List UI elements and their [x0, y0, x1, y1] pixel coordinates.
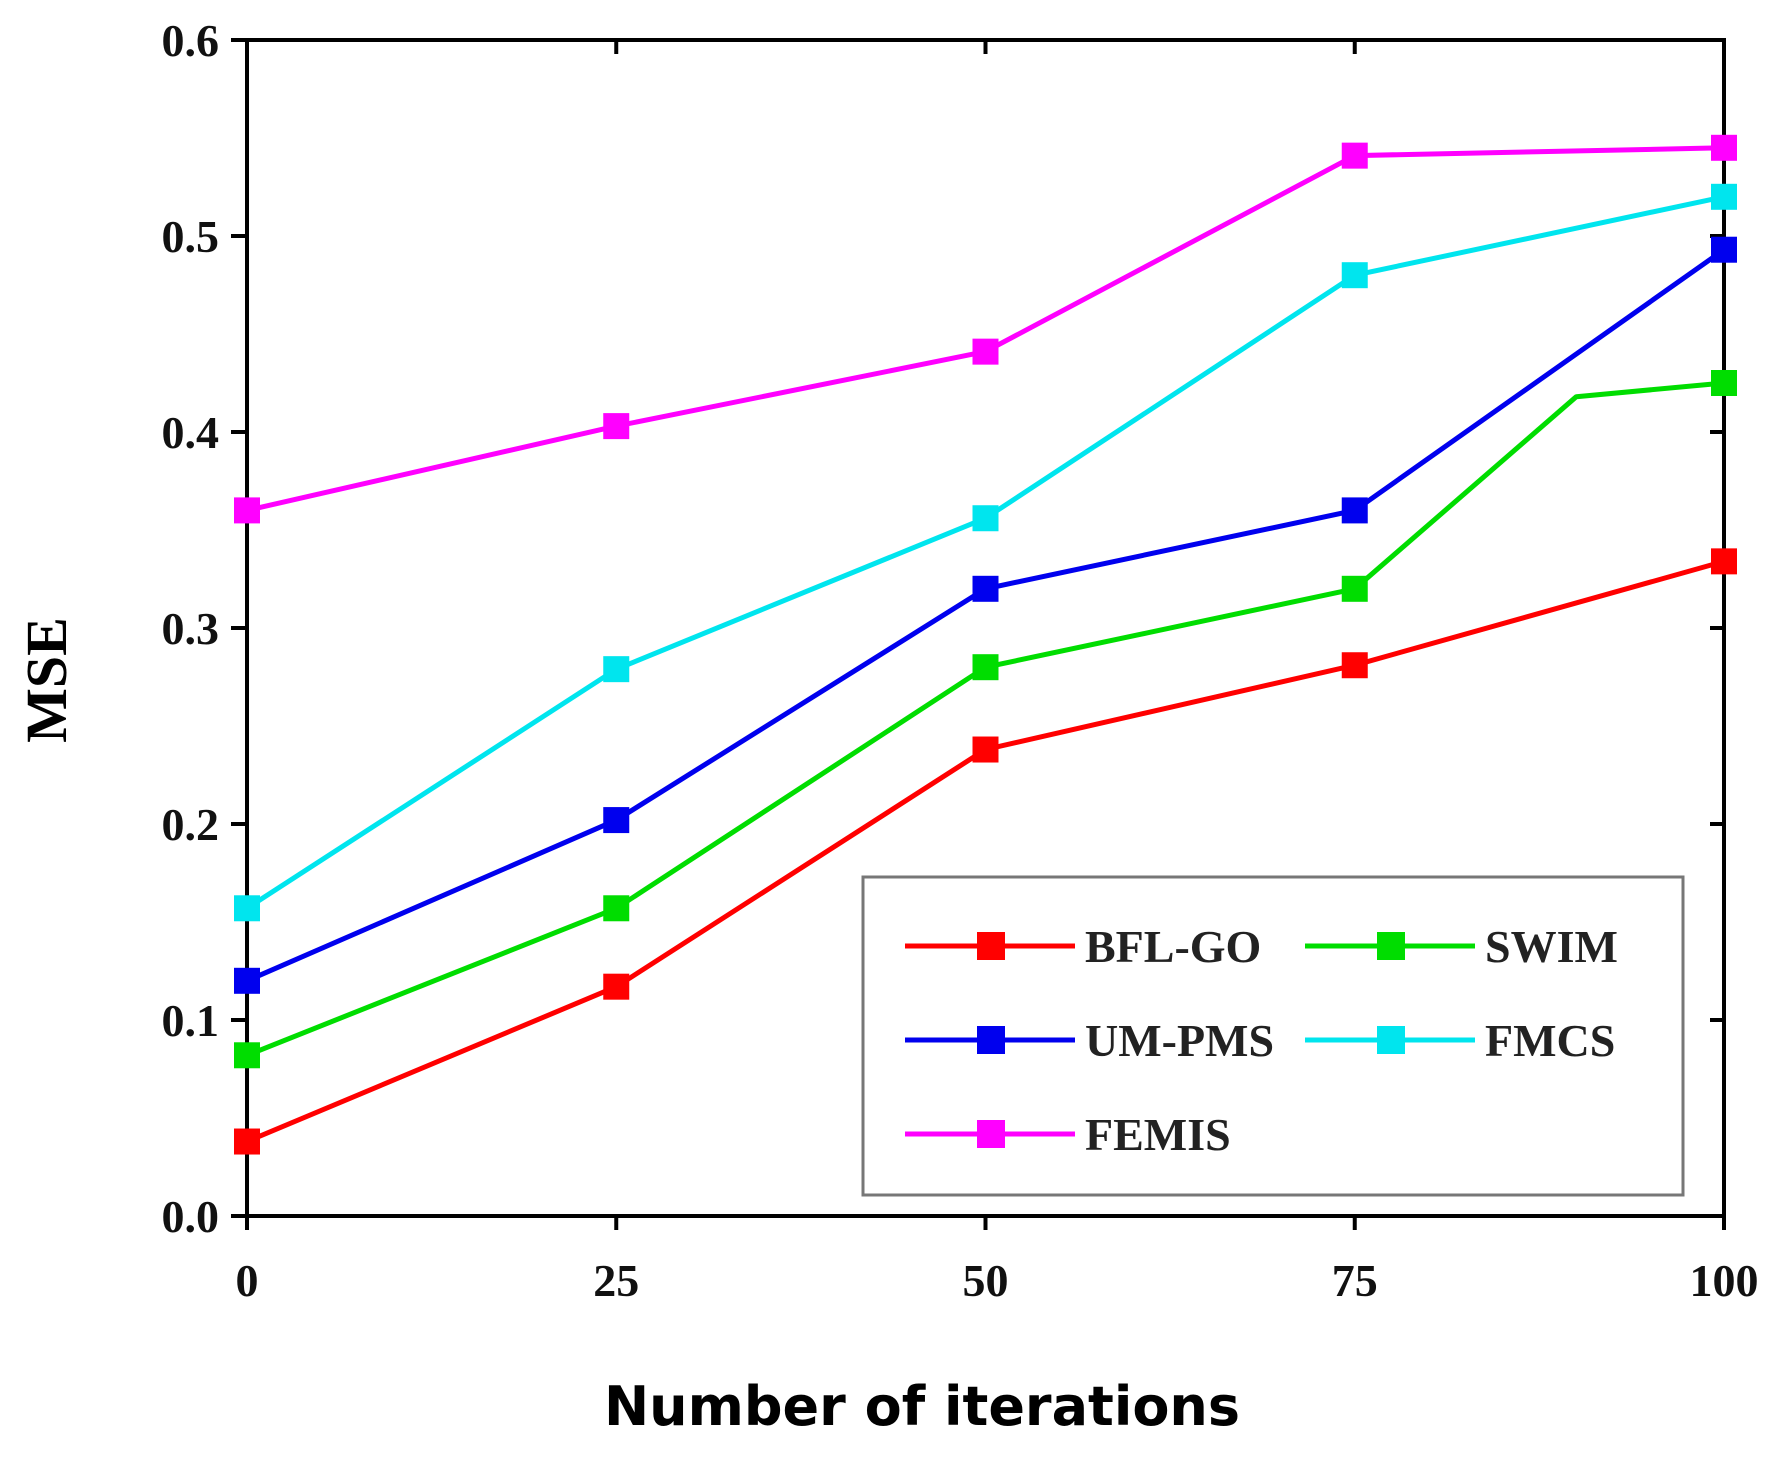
- y-tick-label: 0.1: [162, 995, 220, 1046]
- series-line: [246, 380, 1725, 1058]
- y-tick-label: 0.0: [162, 1191, 220, 1242]
- data-point: [1341, 497, 1368, 524]
- data-point: [603, 895, 630, 922]
- series-fmcs: [234, 183, 1737, 922]
- x-tick-label: 100: [1690, 1255, 1759, 1306]
- data-point: [972, 575, 999, 602]
- series-femis: [234, 134, 1737, 524]
- data-point: [972, 505, 999, 532]
- x-axis-title: Number of iterations: [604, 1375, 1240, 1438]
- data-point: [1341, 652, 1368, 679]
- y-tick-label: 0.5: [162, 211, 220, 262]
- data-point: [972, 338, 999, 365]
- legend-marker: [977, 1120, 1005, 1148]
- legend-item-swim: SWIM: [1305, 921, 1618, 972]
- data-point: [1341, 142, 1368, 169]
- data-point: [1711, 548, 1737, 575]
- data-point: [234, 1128, 260, 1155]
- series-line: [246, 145, 1725, 513]
- legend-label: UM-PMS: [1085, 1015, 1274, 1066]
- y-tick-label: 0.2: [162, 799, 220, 850]
- data-point: [972, 736, 999, 763]
- legend-label: FMCS: [1485, 1015, 1615, 1066]
- y-tick-label: 0.4: [162, 407, 220, 458]
- data-point: [603, 973, 630, 1000]
- y-axis-title: MSE: [14, 617, 79, 743]
- legend-marker: [1377, 1026, 1405, 1054]
- series-layer: [234, 134, 1737, 1155]
- data-point: [1341, 575, 1368, 602]
- legend-marker: [1377, 932, 1405, 960]
- x-tick-label: 75: [1332, 1255, 1378, 1306]
- data-point: [1711, 183, 1737, 210]
- data-point: [234, 967, 260, 994]
- x-tick-label: 50: [963, 1255, 1009, 1306]
- x-tick-label: 0: [236, 1255, 259, 1306]
- x-tick-label: 25: [593, 1255, 639, 1306]
- legend-item-femis: FEMIS: [905, 1109, 1231, 1160]
- series-bfl-go: [234, 548, 1737, 1155]
- legend-item-bfl-go: BFL-GO: [905, 921, 1261, 972]
- series-swim: [234, 370, 1737, 1069]
- data-point: [234, 895, 260, 922]
- data-point: [234, 497, 260, 524]
- legend-item-fmcs: FMCS: [1305, 1015, 1615, 1066]
- data-point: [1711, 134, 1737, 161]
- legend-label: SWIM: [1485, 921, 1618, 972]
- data-point: [1341, 262, 1368, 289]
- data-point: [603, 807, 630, 834]
- series-line: [245, 194, 1725, 911]
- legend: BFL-GO SWIM UM-PMS FMCS FEMIS: [861, 875, 1685, 1197]
- y-tick-label: 0.6: [162, 15, 220, 66]
- series-um-pms: [234, 236, 1737, 994]
- legend-marker: [977, 1026, 1005, 1054]
- data-point: [234, 1042, 260, 1069]
- legend-item-um-pms: UM-PMS: [905, 1015, 1274, 1066]
- data-point: [603, 413, 630, 440]
- data-point: [1711, 370, 1737, 396]
- data-point: [1711, 236, 1737, 263]
- legend-marker: [977, 932, 1005, 960]
- data-point: [972, 654, 999, 681]
- legend-label: BFL-GO: [1085, 921, 1261, 972]
- legend-label: FEMIS: [1085, 1109, 1231, 1160]
- y-tick-label: 0.3: [162, 603, 220, 654]
- data-point: [603, 656, 630, 683]
- axis-ticks: 0 25 50 75 100 0.0 0.1 0.2 0.3 0.4 0.5 0.6: [162, 15, 1759, 1306]
